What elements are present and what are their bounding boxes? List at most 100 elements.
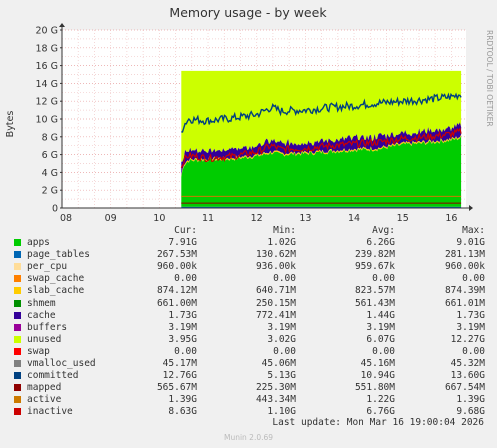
- legend-series-name: committed: [27, 370, 79, 382]
- y-tick-label: 6 G: [42, 150, 58, 161]
- x-tick-label: 15: [397, 213, 409, 224]
- legend-value-max: 13.60G: [450, 370, 485, 382]
- legend-value-cur: 45.17M: [162, 358, 197, 369]
- legend-row-slab-cache: slab_cache 874.12M 640.71M 823.57M 874.39M: [0, 285, 497, 297]
- legend-value-cur: 0.00: [174, 345, 197, 357]
- legend-value-cur: 7.91G: [168, 237, 197, 248]
- legend-row-buffers: buffers 3.19M 3.19M 3.19M 3.19M: [0, 322, 497, 334]
- legend-value-avg: 561.43M: [354, 297, 395, 309]
- legend-value-avg: 10.94G: [360, 370, 395, 382]
- area-apps: [181, 135, 462, 207]
- legend-row-swap: swap 0.00 0.00 0.00 0.00: [0, 346, 497, 358]
- legend-row-inactive: inactive 8.63G 1.10G 6.76G 9.68G: [0, 406, 497, 418]
- legend-value-avg: 45.16M: [360, 358, 395, 369]
- legend-value-max: 12.27G: [450, 333, 485, 345]
- x-tick-label: 08: [60, 213, 72, 224]
- legend-value-cur: 267.53M: [156, 249, 197, 261]
- legend-swatch: [14, 275, 21, 283]
- legend-swatch: [14, 239, 21, 246]
- legend-value-min: 443.34M: [255, 394, 296, 406]
- legend-series-name: swap_cache: [27, 273, 85, 285]
- memory-chart: Memory usage - by week Bytes RRDTOOL / T…: [5, 5, 494, 224]
- legend-value-avg: 3.19M: [366, 321, 395, 333]
- legend-value-max: 9.68G: [456, 406, 485, 418]
- y-tick-label: 8 G: [42, 132, 58, 143]
- legend-value-min: 1.10G: [267, 406, 296, 418]
- legend-swatch: [14, 347, 21, 355]
- legend-value-avg: 0.00: [372, 273, 395, 285]
- legend-value-avg: 959.67k: [354, 261, 395, 273]
- area-cache: [181, 122, 462, 176]
- legend-row-page-tables: page_tables 267.53M 130.62M 239.82M 281.13M: [0, 249, 497, 261]
- y-axis-label: Bytes: [5, 111, 16, 138]
- legend-value-min: 1.02G: [267, 237, 296, 248]
- legend-value-max: 281.13M: [444, 249, 485, 261]
- x-tick-label: 12: [251, 213, 263, 224]
- legend-value-min: 3.19M: [267, 321, 296, 333]
- legend-value-max: 667.54M: [444, 382, 485, 394]
- legend-value-min: 130.62M: [255, 249, 296, 261]
- legend-value-avg: 1.22G: [366, 394, 395, 406]
- legend-row-per-cpu: per_cpu 960.00k 936.00k 959.67k 960.00k: [0, 261, 497, 273]
- legend-swatch: [14, 335, 21, 343]
- legend-value-cur: 0.00: [174, 273, 197, 285]
- legend-series-name: slab_cache: [27, 285, 85, 297]
- y-tick-label: 12 G: [36, 97, 58, 108]
- legend-value-cur: 12.76G: [162, 370, 197, 382]
- legend-row-apps: apps 7.91G 1.02G 6.26G 9.01G: [0, 237, 497, 249]
- legend-row-vmalloc-used: vmalloc_used 45.17M 45.06M 45.16M 45.32M: [0, 358, 497, 370]
- legend-value-max: 960.00k: [444, 261, 485, 273]
- x-tick-label: 14: [348, 213, 360, 224]
- legend-value-cur: 3.95G: [168, 333, 197, 345]
- legend-value-avg: 6.26G: [366, 237, 395, 248]
- legend-swatch: [14, 287, 21, 295]
- legend-value-cur: 1.39G: [168, 394, 197, 406]
- legend-swatch: [14, 384, 21, 392]
- y-tick-labels: 0 2 G 4 G 6 G 8 G 10 G 12 G 14 G 16 G 18 G 20 G: [36, 26, 58, 215]
- y-tick-label: 0: [52, 204, 58, 215]
- x-tick-labels: 08 09 10 11 12 13 14 15 16: [60, 213, 457, 224]
- legend-value-min: 640.71M: [255, 285, 296, 297]
- legend-series-name: cache: [27, 309, 56, 321]
- legend-value-min: 0.00: [273, 345, 296, 357]
- legend-row-shmem: shmem 661.00M 250.15M 561.43M 661.01M: [0, 298, 497, 310]
- legend-value-avg: 6.76G: [366, 406, 395, 418]
- legend-value-max: 45.32M: [450, 358, 485, 369]
- legend-series-name: swap: [27, 345, 50, 357]
- legend-value-max: 3.19M: [456, 321, 485, 333]
- legend-value-max: 661.01M: [444, 297, 485, 309]
- legend-header-avg: Avg:: [372, 225, 395, 236]
- legend-value-max: 874.39M: [444, 285, 485, 297]
- legend-value-max: 9.01G: [456, 237, 485, 248]
- y-tick-label: 2 G: [42, 186, 58, 197]
- legend-series-name: mapped: [27, 382, 62, 394]
- x-axis-arrow: [469, 205, 473, 211]
- chart-title: Memory usage - by week: [169, 5, 327, 20]
- legend-value-max: 1.39G: [456, 394, 485, 406]
- legend-value-min: 0.00: [273, 273, 296, 285]
- legend-value-min: 250.15M: [255, 297, 296, 309]
- legend-value-cur: 960.00k: [156, 261, 197, 273]
- x-tick-label: 13: [299, 213, 311, 224]
- legend-header: Cur: Min: Avg: Max:: [0, 225, 497, 237]
- line-committed: [181, 92, 462, 133]
- legend-swatch: [14, 360, 21, 367]
- x-tick-label: 09: [105, 213, 117, 224]
- legend-series-name: active: [27, 394, 62, 406]
- legend-series-name: apps: [27, 237, 50, 248]
- legend-value-min: 45.06M: [261, 358, 296, 369]
- legend-swatch: [14, 263, 21, 271]
- legend-swatch: [14, 396, 21, 404]
- legend-series-name: vmalloc_used: [27, 358, 96, 369]
- legend-series-name: buffers: [27, 321, 68, 333]
- legend-series-name: shmem: [27, 297, 56, 309]
- y-tick-label: 14 G: [36, 79, 58, 90]
- y-axis-arrow: [59, 23, 65, 27]
- axes: [59, 23, 473, 211]
- legend-swatch: [14, 323, 21, 331]
- legend-series-name: unused: [27, 333, 62, 345]
- legend-header-max: Max:: [462, 225, 485, 236]
- y-tick-label: 20 G: [36, 26, 58, 37]
- rrdtool-credit: RRDTOOL / TOBI OETIKER: [485, 30, 494, 127]
